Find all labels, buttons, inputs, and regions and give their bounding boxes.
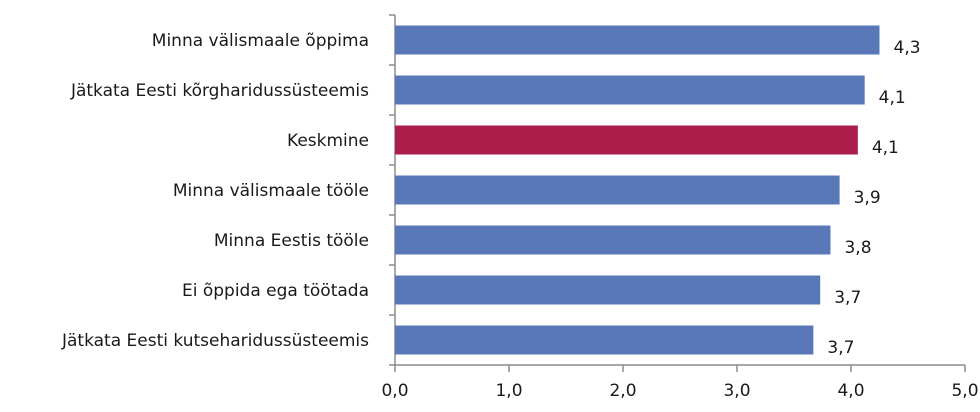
value-label: 3,7 (834, 288, 861, 308)
category-label: Jätkata Eesti kutseharidussüsteemis (61, 331, 369, 351)
bar (395, 275, 821, 305)
category-labels: Minna välismaale õppima Jätkata Eesti kõr… (61, 31, 369, 351)
x-tick-label: 1,0 (495, 381, 522, 401)
value-labels: 4,3 4,1 4,1 3,9 3,8 3,7 3,7 (827, 38, 920, 358)
bar (395, 25, 880, 55)
category-label: Minna välismaale õppima (152, 31, 369, 51)
bar (395, 325, 814, 355)
category-label: Ei õppida ega töötada (182, 281, 369, 301)
value-label: 3,9 (854, 188, 881, 208)
value-label: 4,1 (872, 138, 899, 158)
x-tick-label: 5,0 (951, 381, 978, 401)
x-axis-ticks: 0,0 1,0 2,0 3,0 4,0 5,0 (381, 365, 979, 401)
x-tick-label: 4,0 (837, 381, 864, 401)
value-label: 3,8 (844, 238, 871, 258)
bar (395, 75, 865, 105)
category-label: Minna Eestis tööle (214, 231, 369, 251)
value-label: 4,1 (879, 88, 906, 108)
x-tick-label: 2,0 (609, 381, 636, 401)
x-tick-label: 0,0 (381, 381, 408, 401)
x-tick-label: 3,0 (723, 381, 750, 401)
bar (395, 175, 840, 205)
value-label: 3,7 (827, 338, 854, 358)
bar (395, 225, 831, 255)
category-label: Minna välismaale tööle (173, 181, 369, 201)
category-label: Keskmine (287, 131, 369, 151)
category-label: Jätkata Eesti kõrgharidussüsteemis (70, 81, 369, 101)
chart-bars (395, 25, 880, 355)
value-label: 4,3 (894, 38, 921, 58)
bar-highlight (395, 125, 858, 155)
